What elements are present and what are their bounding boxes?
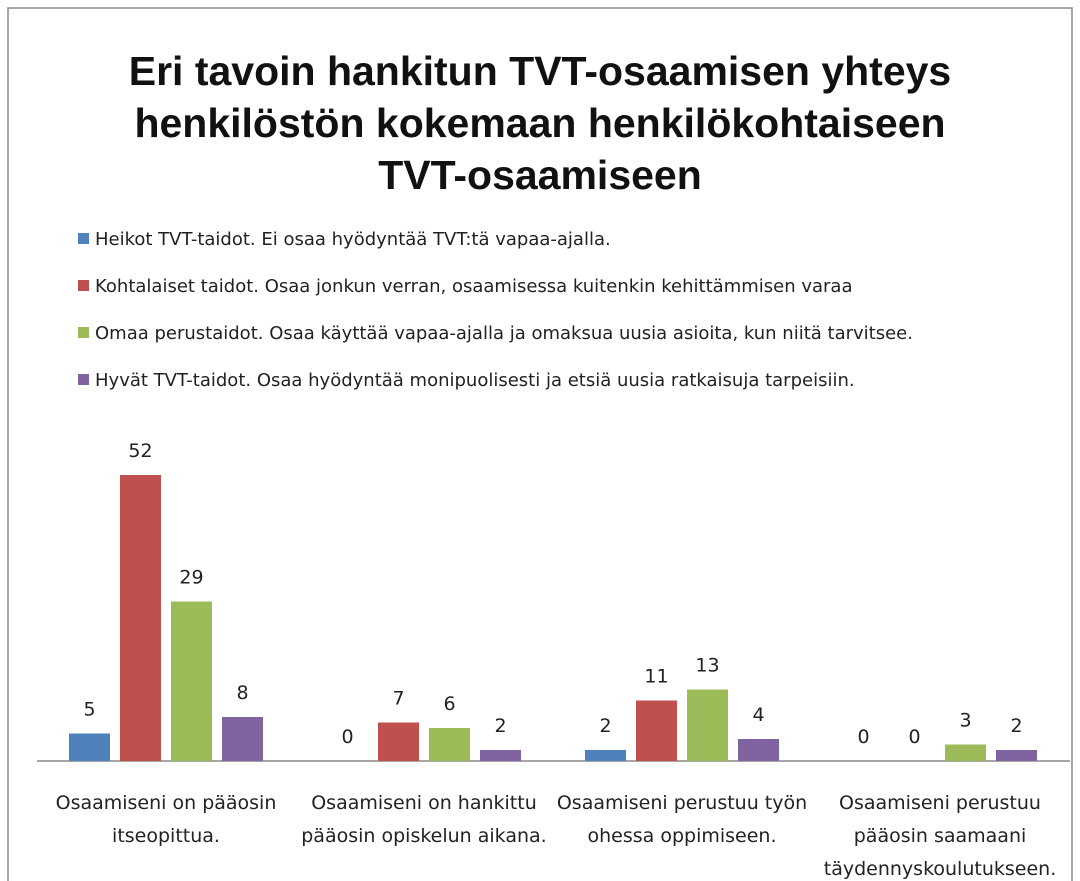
x-tick-label: Osaamiseni perustuu pääosin saamaani täy… [823, 792, 1057, 880]
frame [7, 7, 1073, 881]
legend-swatch [78, 373, 89, 385]
data-label: 52 [128, 440, 152, 462]
bar [378, 722, 419, 761]
data-label: 11 [644, 666, 668, 688]
data-label: 5 [83, 699, 95, 721]
data-label: 6 [443, 693, 455, 715]
legend-item: Hyvät TVT-taidot. Osaa hyödyntää monipuo… [78, 370, 855, 391]
legend-swatch [78, 232, 89, 244]
legend-label: Hyvät TVT-taidot. Osaa hyödyntää monipuo… [95, 370, 855, 391]
data-label: 0 [857, 726, 869, 748]
bar [69, 733, 110, 761]
legend-swatch [78, 279, 89, 291]
data-label: 4 [752, 704, 764, 726]
bar [687, 689, 728, 761]
legend-label: Heikot TVT-taidot. Ei osaa hyödyntää TVT… [95, 229, 611, 250]
data-label: 7 [392, 688, 404, 710]
data-label: 2 [599, 715, 611, 737]
bar [222, 717, 263, 761]
legend-label: Omaa perustaidot. Osaa käyttää vapaa-aja… [95, 323, 913, 344]
bar [738, 739, 779, 761]
legend-swatch [78, 326, 89, 338]
data-label: 2 [1010, 715, 1022, 737]
legend-item: Omaa perustaidot. Osaa käyttää vapaa-aja… [78, 323, 913, 344]
bar [171, 601, 212, 761]
bar [429, 728, 470, 761]
data-label: 29 [179, 567, 203, 589]
bar [636, 700, 677, 761]
bar [945, 744, 986, 761]
chart-title: Eri tavoin hankitun TVT-osaamisen yhteys… [128, 48, 952, 198]
legend-item: Heikot TVT-taidot. Ei osaa hyödyntää TVT… [78, 229, 611, 250]
data-label: 0 [908, 726, 920, 748]
x-tick-label: Osaamiseni on hankittu pääosin opiskelun… [301, 792, 547, 847]
x-tick-label: Osaamiseni perustuu työn ohessa oppimise… [556, 792, 808, 847]
bar [480, 750, 521, 761]
legend-label: Kohtalaiset taidot. Osaa jonkun verran, … [95, 276, 853, 297]
data-label: 0 [341, 726, 353, 748]
x-tick-label: Osaamiseni on pääosin itseopittua. [55, 792, 277, 847]
legend-item: Kohtalaiset taidot. Osaa jonkun verran, … [78, 276, 853, 297]
data-label: 2 [494, 715, 506, 737]
bar [120, 475, 161, 761]
bar [585, 750, 626, 761]
data-label: 3 [959, 710, 971, 732]
data-label: 8 [236, 682, 248, 704]
bar [996, 750, 1037, 761]
data-label: 13 [695, 655, 719, 677]
